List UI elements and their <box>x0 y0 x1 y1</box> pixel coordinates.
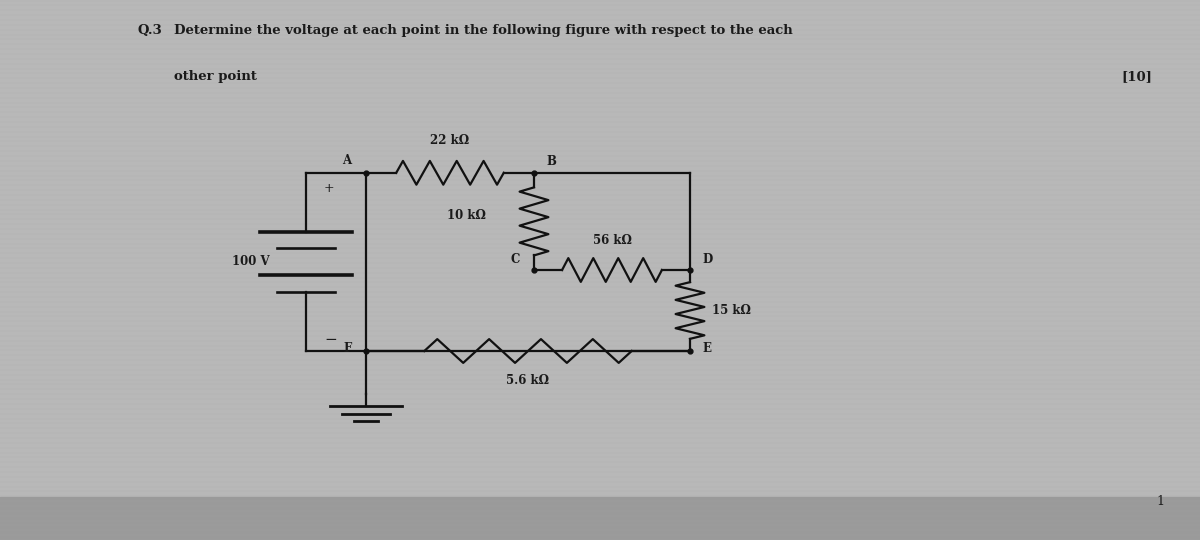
Text: [10]: [10] <box>1121 70 1152 83</box>
Text: 100 V: 100 V <box>233 255 270 268</box>
Text: 5.6 kΩ: 5.6 kΩ <box>506 374 550 387</box>
Text: C: C <box>510 253 520 266</box>
Text: B: B <box>546 156 556 168</box>
Text: 1: 1 <box>1156 495 1164 508</box>
Bar <box>0 497 1200 540</box>
Text: F: F <box>343 342 352 355</box>
Text: Determine the voltage at each point in the following figure with respect to the : Determine the voltage at each point in t… <box>174 24 793 37</box>
Text: 15 kΩ: 15 kΩ <box>712 304 750 317</box>
Text: other point: other point <box>174 70 257 83</box>
Text: D: D <box>702 253 713 266</box>
Text: 56 kΩ: 56 kΩ <box>593 234 631 247</box>
Text: 22 kΩ: 22 kΩ <box>431 134 469 147</box>
Text: +: + <box>324 183 335 195</box>
Text: E: E <box>702 342 710 355</box>
Text: −: − <box>324 333 337 347</box>
Text: Q.3: Q.3 <box>138 24 163 37</box>
Text: A: A <box>342 154 352 167</box>
Text: 10 kΩ: 10 kΩ <box>448 210 486 222</box>
